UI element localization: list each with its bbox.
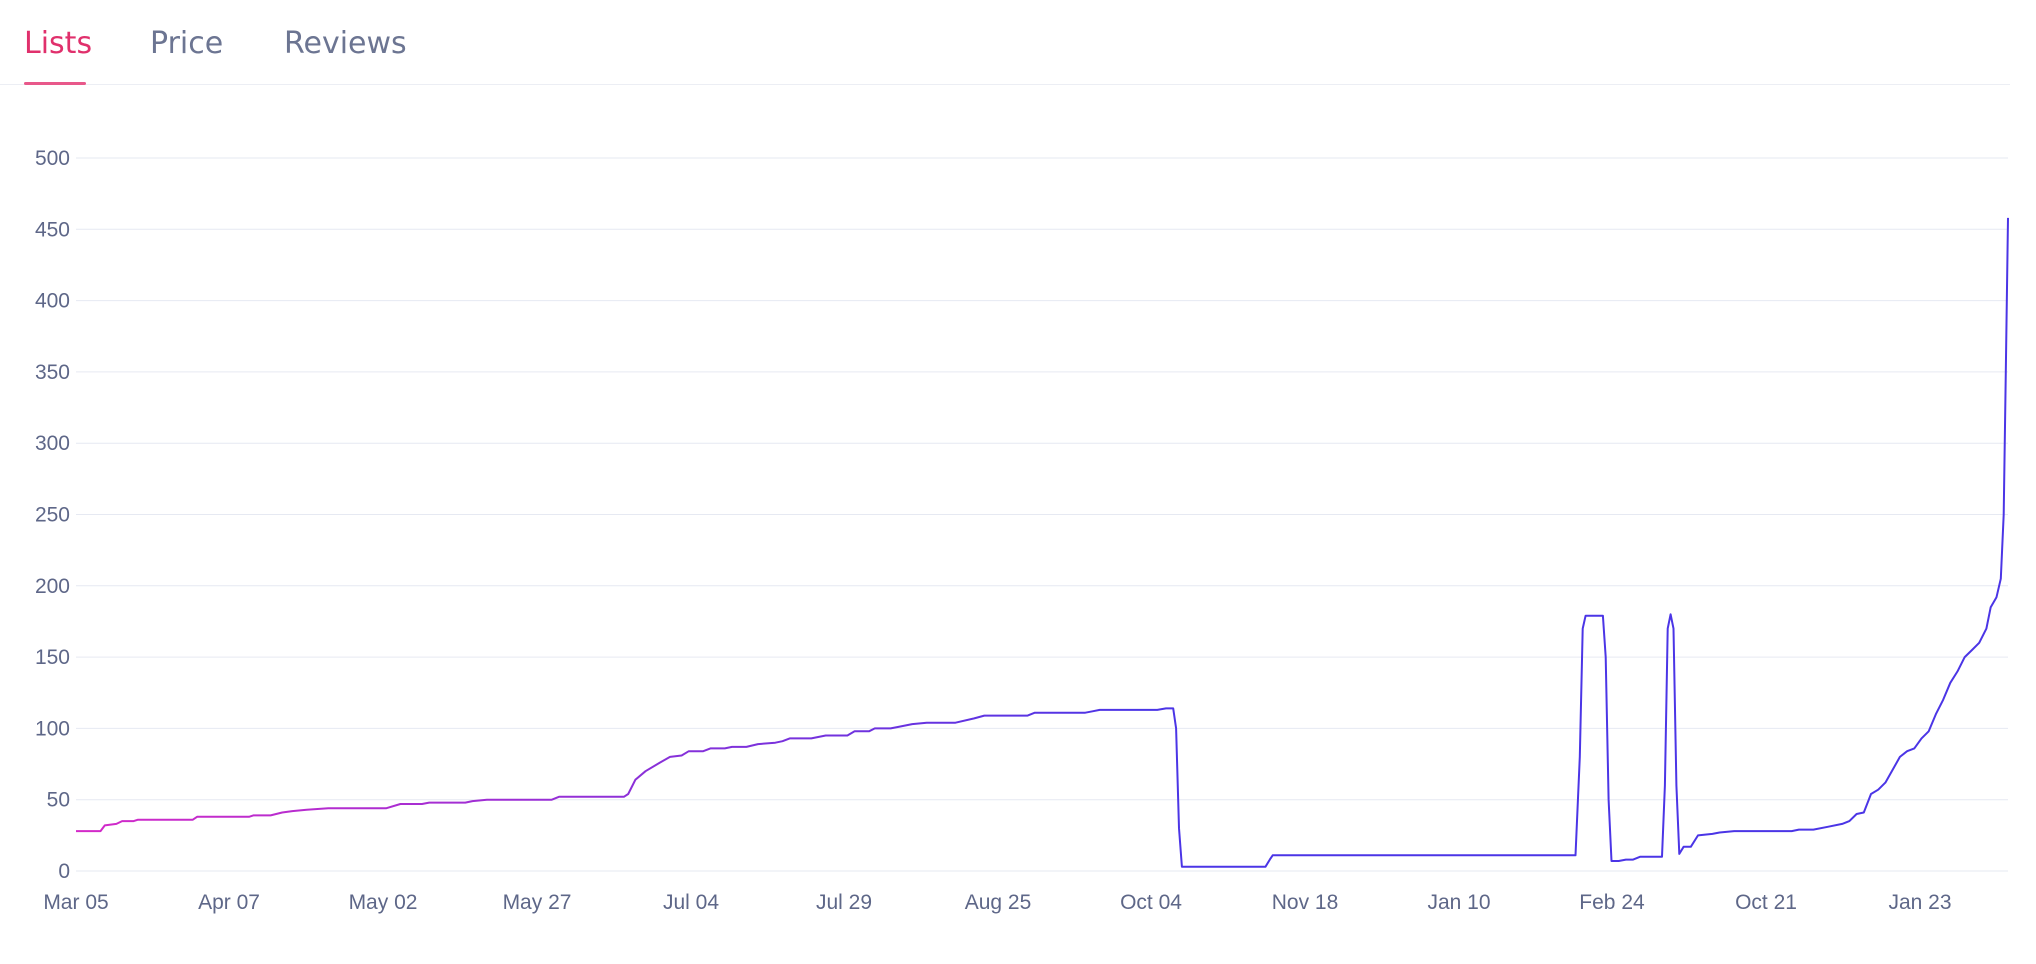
y-tick-label: 150 bbox=[35, 646, 70, 669]
x-tick-label: Feb 24 bbox=[1579, 891, 1645, 914]
lists-line-chart: 0 50 100 150 200 250 300 350 400 450 500 Mar 05 Apr… bbox=[35, 147, 2009, 914]
series-line-0 bbox=[76, 217, 2009, 868]
y-tick-label: 400 bbox=[35, 290, 70, 313]
y-tick-label: 450 bbox=[35, 218, 70, 241]
tab-price[interactable]: Price bbox=[150, 26, 224, 61]
y-tick-label: 300 bbox=[35, 432, 70, 455]
x-tick-label: Nov 18 bbox=[1272, 891, 1339, 914]
x-tick-label: Aug 25 bbox=[965, 891, 1032, 914]
y-tick-label: 0 bbox=[58, 860, 70, 883]
y-tick-label: 200 bbox=[35, 575, 70, 598]
x-tick-label: Oct 04 bbox=[1120, 891, 1182, 914]
y-tick-label: 350 bbox=[35, 361, 70, 384]
y-tick-label: 250 bbox=[35, 504, 70, 527]
x-tick-label: Mar 05 bbox=[43, 891, 108, 914]
x-tick-label: Jan 10 bbox=[1427, 891, 1490, 914]
x-tick-label: Jul 04 bbox=[663, 891, 719, 914]
y-axis: 0 50 100 150 200 250 300 350 400 450 500 bbox=[35, 147, 70, 883]
tab-reviews[interactable]: Reviews bbox=[284, 26, 407, 61]
x-tick-label: May 27 bbox=[503, 891, 572, 914]
y-tick-label: 50 bbox=[47, 789, 70, 812]
x-axis: Mar 05 Apr 07 May 02 May 27 Jul 04 Jul 29 Aug … bbox=[43, 891, 1951, 914]
x-tick-label: Jul 29 bbox=[816, 891, 872, 914]
x-tick-label: May 02 bbox=[349, 891, 418, 914]
x-tick-label: Apr 07 bbox=[198, 891, 260, 914]
tab-bar: Lists Price Reviews bbox=[0, 0, 2010, 85]
y-tick-label: 100 bbox=[35, 717, 70, 740]
grid-lines bbox=[76, 157, 2008, 872]
x-tick-label: Oct 21 bbox=[1735, 891, 1797, 914]
series-line-group bbox=[76, 217, 2009, 868]
active-tab-indicator bbox=[24, 82, 86, 85]
tab-lists[interactable]: Lists bbox=[24, 26, 93, 61]
y-tick-label: 500 bbox=[35, 147, 70, 170]
x-tick-label: Jan 23 bbox=[1888, 891, 1951, 914]
